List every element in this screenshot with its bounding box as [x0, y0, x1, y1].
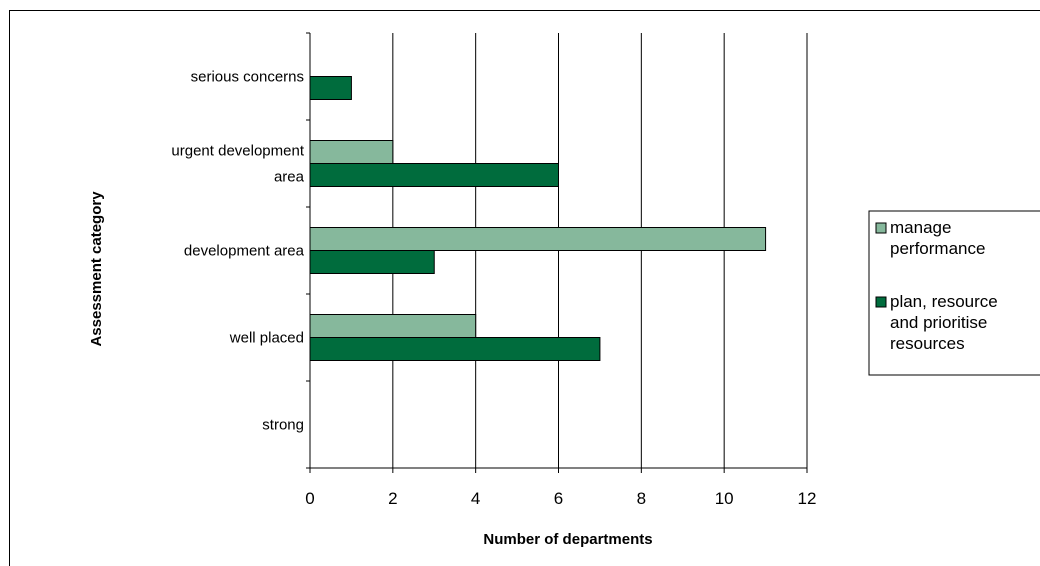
axes — [309, 33, 807, 469]
category-label: well placed — [229, 330, 304, 347]
bars — [309, 76, 767, 361]
legend-swatch — [875, 296, 887, 308]
category-label: area — [274, 169, 305, 186]
x-tick-label: 2 — [388, 489, 397, 508]
x-tick-labels: 0 2 4 6 8 10 12 — [305, 489, 816, 508]
x-tick-label: 10 — [715, 489, 734, 508]
bar-manage-performance — [309, 140, 394, 164]
y-ticks — [306, 32, 310, 469]
category-label: serious concerns — [191, 69, 304, 86]
y-axis-title: Assessment category — [88, 191, 105, 347]
bar-plan-resource-prioritise — [309, 337, 601, 361]
bar-plan-resource-prioritise — [309, 163, 559, 187]
x-tick-label: 0 — [305, 489, 314, 508]
legend-label: resources — [890, 334, 965, 353]
bar-plan-resource-prioritise — [309, 76, 352, 100]
bar-manage-performance — [309, 227, 767, 251]
legend-label: manage — [890, 218, 951, 237]
category-label: urgent development — [171, 143, 304, 160]
category-label: development area — [184, 243, 305, 260]
legend-label: performance — [890, 239, 985, 258]
category-labels: serious concerns urgent development area de… — [171, 69, 304, 434]
x-axis-title: Number of departments — [483, 531, 652, 548]
legend: manage performance plan, resource and prior… — [868, 210, 1040, 376]
category-label: strong — [262, 417, 304, 434]
bar-plan-resource-prioritise — [309, 250, 435, 274]
legend-swatch — [875, 222, 887, 234]
legend-box — [868, 210, 1040, 376]
legend-label: and prioritise — [890, 313, 987, 332]
x-tick-label: 6 — [554, 489, 563, 508]
x-tick-label: 4 — [471, 489, 480, 508]
x-tick-label: 12 — [798, 489, 817, 508]
chart-frame — [9, 10, 1040, 566]
legend-label: plan, resource — [890, 292, 998, 311]
x-tick-label: 8 — [637, 489, 646, 508]
bar-manage-performance — [309, 314, 477, 338]
